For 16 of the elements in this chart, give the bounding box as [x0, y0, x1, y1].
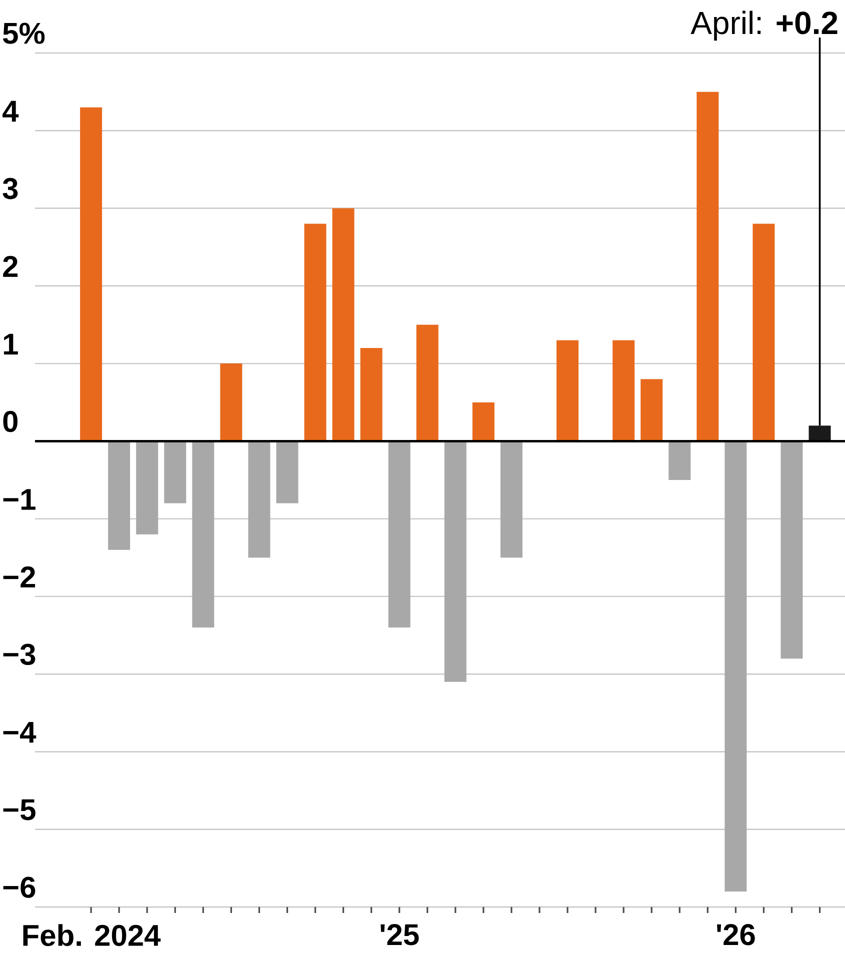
- y-tick-label: −6: [3, 876, 36, 898]
- x-tick-label: '26: [717, 924, 755, 946]
- x-tick-label: Feb. 2024: [23, 924, 161, 946]
- y-tick-label: −2: [3, 566, 36, 588]
- text: April: +0.2: [690, 10, 838, 41]
- y-tick-label: −5: [3, 799, 36, 820]
- y-tick-label: −1: [3, 489, 36, 510]
- y-tick-label: −4: [3, 722, 36, 743]
- y-tick-label: 5%: [2, 22, 45, 44]
- y-tick-label: 2: [3, 256, 18, 277]
- y-tick-label: 4: [2, 100, 19, 122]
- y-tick-label: 0: [3, 410, 18, 432]
- y-tick-label: 3: [2, 178, 18, 200]
- y-tick-label: 1: [4, 334, 18, 354]
- x-tick-label: '25: [380, 924, 419, 946]
- y-tick-label: −3: [3, 644, 36, 666]
